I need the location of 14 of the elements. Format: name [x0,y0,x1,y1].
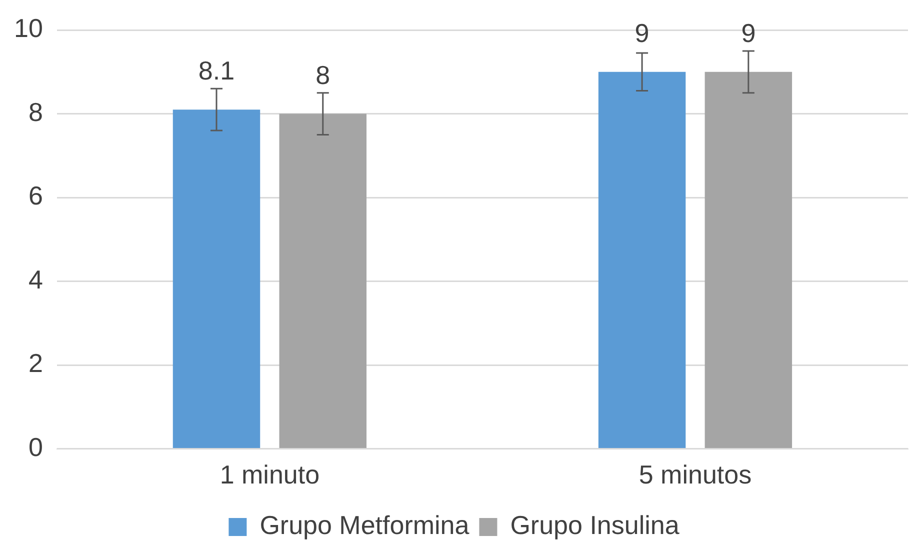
data-label: 8.1 [198,56,235,86]
y-tick-label: 0 [28,432,43,462]
y-tick-label: 8 [28,96,43,127]
legend-label: Grupo Metformina [260,510,470,540]
y-tick-label: 2 [28,348,43,378]
y-tick-label: 10 [14,13,43,44]
x-tick-label: 5 minutos [638,460,752,490]
data-label: 9 [741,18,756,48]
data-label: 9 [634,18,650,48]
legend-label: Grupo Insulina [510,510,680,540]
data-label: 8 [316,60,330,90]
y-tick-label: 6 [28,180,43,211]
x-tick-label: 1 minuto [220,460,320,490]
y-tick-label: 4 [28,264,43,294]
